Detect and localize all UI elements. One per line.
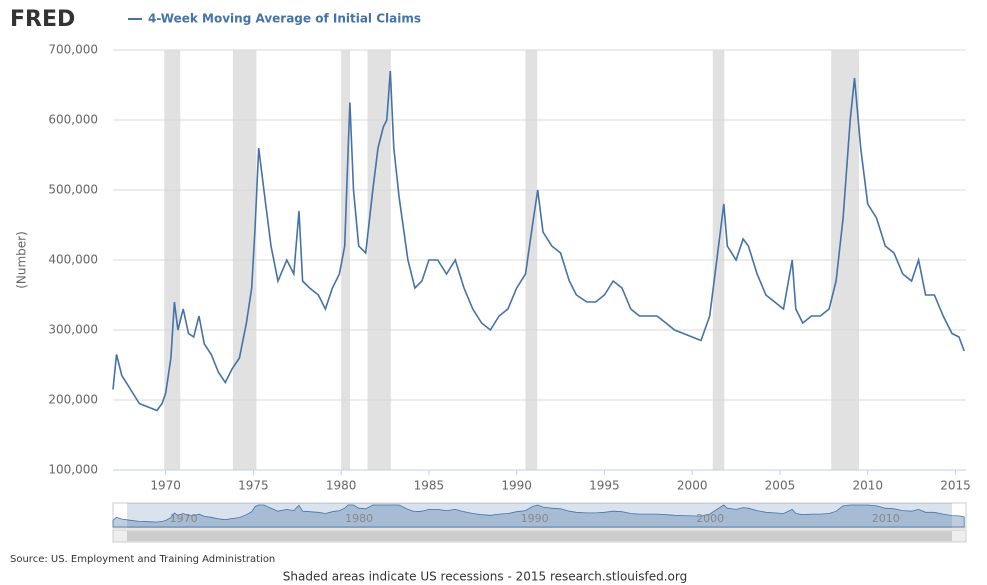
x-tick-label: 1995 (589, 479, 620, 493)
x-tick-label: 1990 (501, 479, 532, 493)
y-tick-label: 500,000 (48, 183, 98, 197)
footer: Shaded areas indicate US recessions - 20… (283, 570, 687, 584)
x-tick-label: 2010 (852, 479, 883, 493)
y-tick-label: 700,000 (48, 43, 98, 57)
y-tick-label: 300,000 (48, 323, 98, 337)
source: Source: US. Employment and Training Admi… (10, 554, 275, 565)
lines (112, 70, 965, 412)
x-tick-label: 2005 (765, 479, 796, 493)
navigator-tick-label: 1980 (345, 512, 373, 525)
navigator-mask[interactable] (127, 503, 952, 528)
x-tick-label: 2000 (677, 479, 708, 493)
x-tick-label: 1970 (150, 479, 181, 493)
y-tick-label: 400,000 (48, 253, 98, 267)
navigator-series (112, 504, 965, 528)
x-tick-label: 1980 (326, 479, 357, 493)
y-axis-label: (Number) (15, 231, 29, 289)
y-tick-label: 600,000 (48, 113, 98, 127)
y-tick-label: 200,000 (48, 393, 98, 407)
x-tick-label: 2015 (940, 479, 971, 493)
series-line (112, 70, 965, 412)
x-tick-label: 1985 (414, 479, 445, 493)
navigator-tick-label: 2010 (872, 512, 900, 525)
y-tick-label: 100,000 (48, 463, 98, 477)
legend-label: 4-Week Moving Average of Initial Claims (148, 12, 421, 26)
navigator-tick-label: 1990 (521, 512, 549, 525)
x-tick-label: 1975 (238, 479, 269, 493)
navigator-tick-label: 1970 (170, 512, 198, 525)
logo: FRED (10, 7, 75, 32)
navigator-tick-label: 2000 (696, 512, 724, 525)
scrollbar-thumb[interactable] (127, 531, 952, 541)
